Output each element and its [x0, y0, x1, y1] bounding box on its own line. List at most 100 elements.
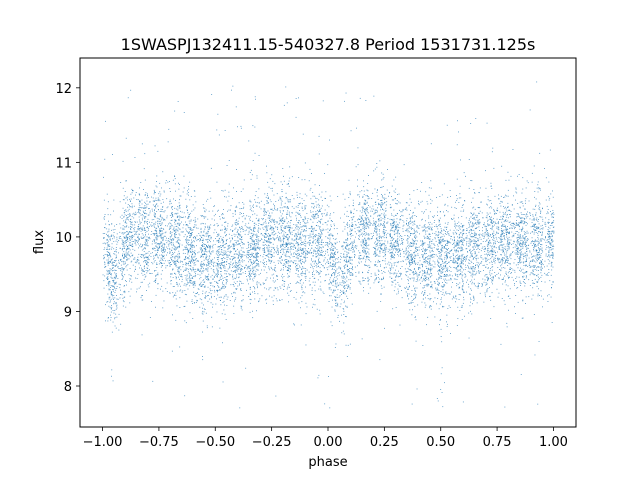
scatter-point	[524, 208, 526, 210]
scatter-point	[319, 226, 321, 227]
scatter-point	[439, 211, 441, 212]
scatter-point	[114, 317, 116, 318]
scatter-point	[199, 240, 201, 242]
scatter-point	[518, 244, 520, 245]
scatter-point	[160, 288, 161, 290]
scatter-point	[240, 234, 242, 236]
scatter-point	[219, 278, 221, 280]
scatter-point	[227, 245, 229, 247]
scatter-point	[365, 239, 367, 241]
scatter-point	[136, 221, 138, 223]
scatter-point	[366, 208, 368, 210]
scatter-point	[112, 281, 114, 283]
scatter-point	[110, 239, 111, 241]
scatter-point	[305, 268, 307, 269]
scatter-point	[177, 285, 179, 287]
scatter-point	[105, 243, 106, 245]
scatter-point	[547, 231, 549, 233]
scatter-point	[493, 209, 495, 211]
scatter-point	[185, 239, 187, 241]
scatter-point	[170, 202, 172, 204]
scatter-point	[345, 344, 347, 346]
scatter-point	[547, 223, 549, 224]
scatter-point	[205, 235, 207, 237]
scatter-point	[546, 205, 548, 207]
scatter-point	[232, 270, 234, 272]
scatter-point	[397, 292, 399, 294]
scatter-point	[225, 221, 227, 223]
scatter-point	[123, 228, 125, 230]
scatter-point	[479, 283, 480, 284]
scatter-point	[344, 267, 345, 269]
scatter-point	[467, 245, 469, 247]
scatter-point	[269, 220, 270, 221]
scatter-point	[217, 269, 219, 271]
scatter-point	[169, 203, 171, 205]
scatter-point	[315, 253, 317, 255]
scatter-point	[438, 272, 439, 274]
scatter-point	[485, 261, 487, 262]
scatter-point	[109, 271, 111, 273]
scatter-point	[449, 275, 451, 277]
scatter-point	[154, 191, 155, 193]
scatter-point	[293, 260, 295, 262]
scatter-point	[542, 264, 544, 266]
scatter-point	[264, 233, 266, 234]
scatter-point	[309, 228, 311, 230]
scatter-point	[508, 242, 510, 243]
scatter-point	[517, 287, 519, 288]
scatter-point	[250, 242, 252, 244]
scatter-point	[301, 229, 303, 231]
scatter-point	[313, 203, 315, 205]
scatter-point	[551, 230, 553, 232]
scatter-point	[432, 216, 434, 217]
scatter-point	[374, 279, 376, 280]
scatter-point	[363, 227, 365, 229]
scatter-point	[289, 199, 291, 201]
scatter-point	[284, 248, 286, 250]
scatter-point	[257, 247, 259, 248]
scatter-point	[145, 262, 147, 264]
scatter-point	[300, 222, 301, 224]
scatter-point	[365, 240, 367, 242]
scatter-point	[468, 187, 470, 189]
scatter-point	[438, 261, 439, 263]
scatter-point	[261, 233, 262, 234]
scatter-point	[288, 199, 290, 200]
scatter-point	[507, 243, 509, 245]
scatter-point	[242, 283, 244, 284]
scatter-point	[194, 283, 196, 285]
scatter-point	[237, 285, 239, 287]
scatter-point	[186, 193, 188, 195]
scatter-point	[202, 320, 204, 322]
scatter-point	[347, 252, 349, 254]
scatter-point	[259, 283, 261, 285]
scatter-point	[249, 276, 251, 278]
scatter-point	[271, 187, 273, 189]
scatter-point	[331, 244, 333, 246]
scatter-point	[341, 246, 343, 248]
scatter-point	[329, 237, 331, 239]
scatter-point	[381, 272, 383, 274]
scatter-point	[441, 272, 443, 274]
scatter-point	[509, 214, 511, 215]
scatter-point	[334, 280, 336, 282]
scatter-point	[341, 270, 342, 272]
scatter-point	[524, 252, 526, 254]
scatter-point	[374, 228, 376, 230]
scatter-point	[492, 280, 494, 282]
scatter-point	[397, 288, 399, 290]
scatter-point	[552, 258, 554, 259]
scatter-point	[258, 282, 260, 284]
scatter-point	[115, 247, 117, 248]
scatter-point	[311, 252, 313, 253]
scatter-point	[462, 249, 464, 251]
scatter-point	[429, 250, 431, 252]
scatter-point	[242, 188, 244, 190]
scatter-point	[242, 254, 244, 255]
scatter-point	[489, 212, 491, 214]
scatter-point	[391, 243, 393, 245]
scatter-point	[326, 274, 328, 276]
scatter-point	[162, 252, 163, 254]
scatter-point	[438, 274, 440, 275]
